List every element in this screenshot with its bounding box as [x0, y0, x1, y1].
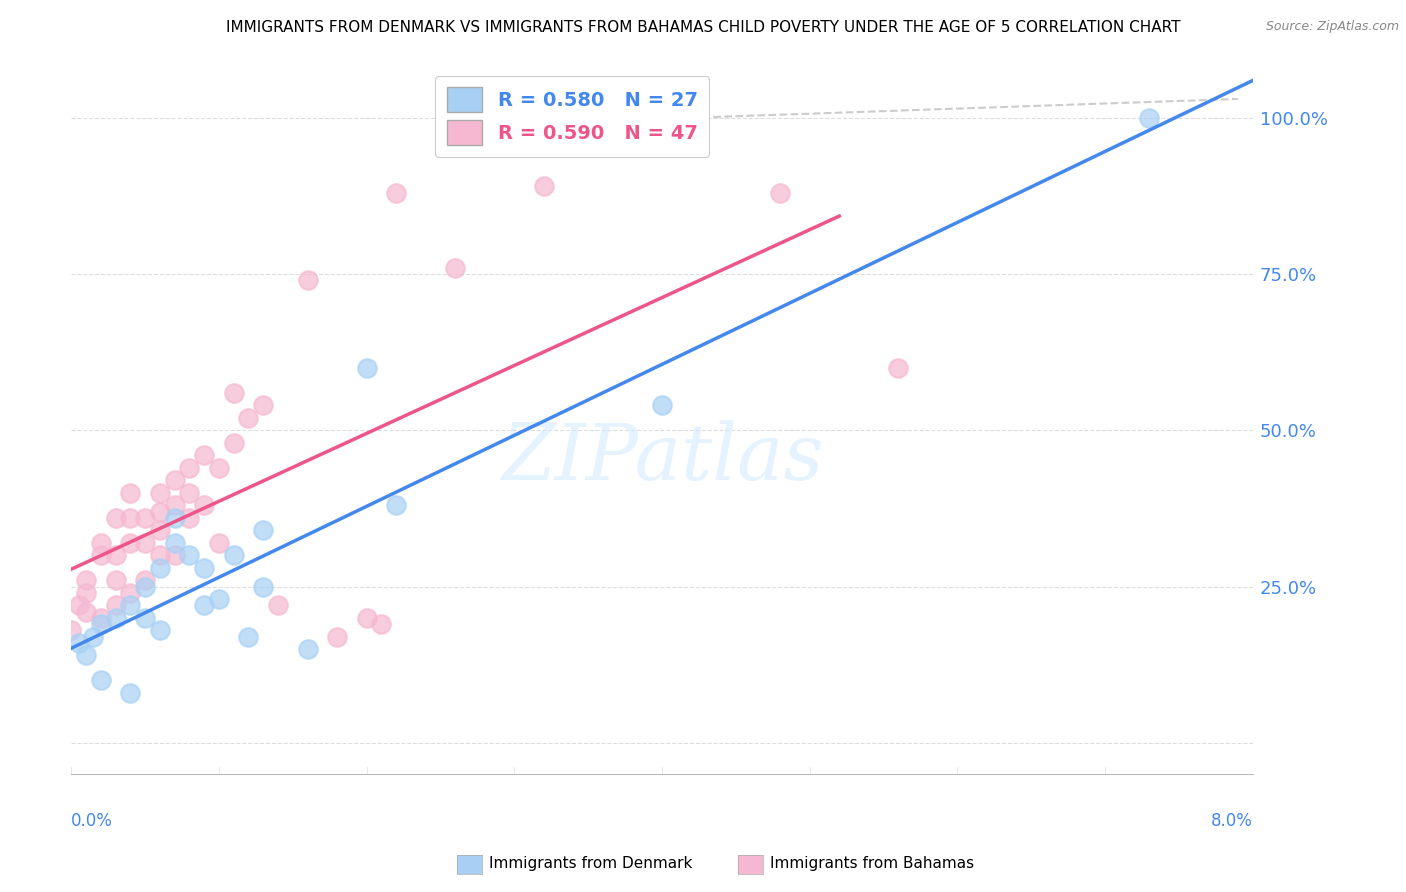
Point — [238, 630, 260, 644]
Legend: R = 0.580   N = 27, R = 0.590   N = 47: R = 0.580 N = 27, R = 0.590 N = 47 — [436, 76, 709, 157]
Point — [252, 580, 274, 594]
Point — [120, 586, 142, 600]
Point — [179, 461, 201, 475]
Point — [120, 511, 142, 525]
Point — [120, 599, 142, 613]
Point — [104, 511, 127, 525]
Point — [149, 505, 172, 519]
Point — [104, 549, 127, 563]
Point — [179, 486, 201, 500]
Text: IMMIGRANTS FROM DENMARK VS IMMIGRANTS FROM BAHAMAS CHILD POVERTY UNDER THE AGE O: IMMIGRANTS FROM DENMARK VS IMMIGRANTS FR… — [226, 20, 1180, 35]
Text: 8.0%: 8.0% — [1211, 812, 1253, 830]
Point — [208, 536, 231, 550]
Point — [120, 536, 142, 550]
Point — [356, 360, 378, 375]
Point — [252, 524, 274, 538]
Point — [75, 574, 97, 588]
Text: Source: ZipAtlas.com: Source: ZipAtlas.com — [1265, 20, 1399, 33]
Point — [193, 448, 215, 462]
Point — [90, 617, 112, 632]
Point — [75, 586, 97, 600]
Point — [297, 273, 319, 287]
Point — [104, 574, 127, 588]
Point — [149, 624, 172, 638]
Point — [356, 611, 378, 625]
Point — [193, 599, 215, 613]
Point — [179, 511, 201, 525]
Point — [134, 574, 156, 588]
Point — [769, 186, 792, 200]
Point — [82, 630, 104, 644]
Point — [104, 599, 127, 613]
Point — [370, 617, 392, 632]
Point — [90, 536, 112, 550]
Point — [222, 549, 245, 563]
Point — [120, 486, 142, 500]
Point — [267, 599, 290, 613]
Point — [444, 260, 467, 275]
Point — [326, 630, 349, 644]
Point — [134, 580, 156, 594]
Point — [75, 648, 97, 663]
Point — [134, 511, 156, 525]
Point — [252, 398, 274, 412]
Point — [208, 461, 231, 475]
Point — [222, 435, 245, 450]
Point — [60, 624, 83, 638]
Point — [179, 549, 201, 563]
Text: Immigrants from Denmark: Immigrants from Denmark — [489, 856, 693, 871]
Point — [163, 511, 186, 525]
Point — [149, 524, 172, 538]
Point — [163, 536, 186, 550]
Point — [163, 549, 186, 563]
Point — [385, 499, 408, 513]
Point — [222, 385, 245, 400]
Point — [67, 599, 90, 613]
Point — [90, 673, 112, 688]
Point — [887, 360, 910, 375]
Point — [533, 179, 555, 194]
Text: Immigrants from Bahamas: Immigrants from Bahamas — [770, 856, 974, 871]
Text: ZIPatlas: ZIPatlas — [501, 420, 823, 496]
Point — [238, 410, 260, 425]
Point — [104, 611, 127, 625]
Point — [1137, 111, 1160, 125]
Point — [134, 536, 156, 550]
Point — [208, 592, 231, 607]
Point — [90, 549, 112, 563]
Point — [297, 642, 319, 657]
Point — [149, 486, 172, 500]
Point — [149, 549, 172, 563]
Point — [385, 186, 408, 200]
Point — [193, 499, 215, 513]
Point — [149, 561, 172, 575]
Text: 0.0%: 0.0% — [72, 812, 112, 830]
Point — [651, 398, 673, 412]
Point — [67, 636, 90, 650]
Point — [193, 561, 215, 575]
Point — [163, 474, 186, 488]
Point — [90, 611, 112, 625]
Point — [134, 611, 156, 625]
Point — [163, 499, 186, 513]
Point — [120, 686, 142, 700]
Point — [75, 605, 97, 619]
